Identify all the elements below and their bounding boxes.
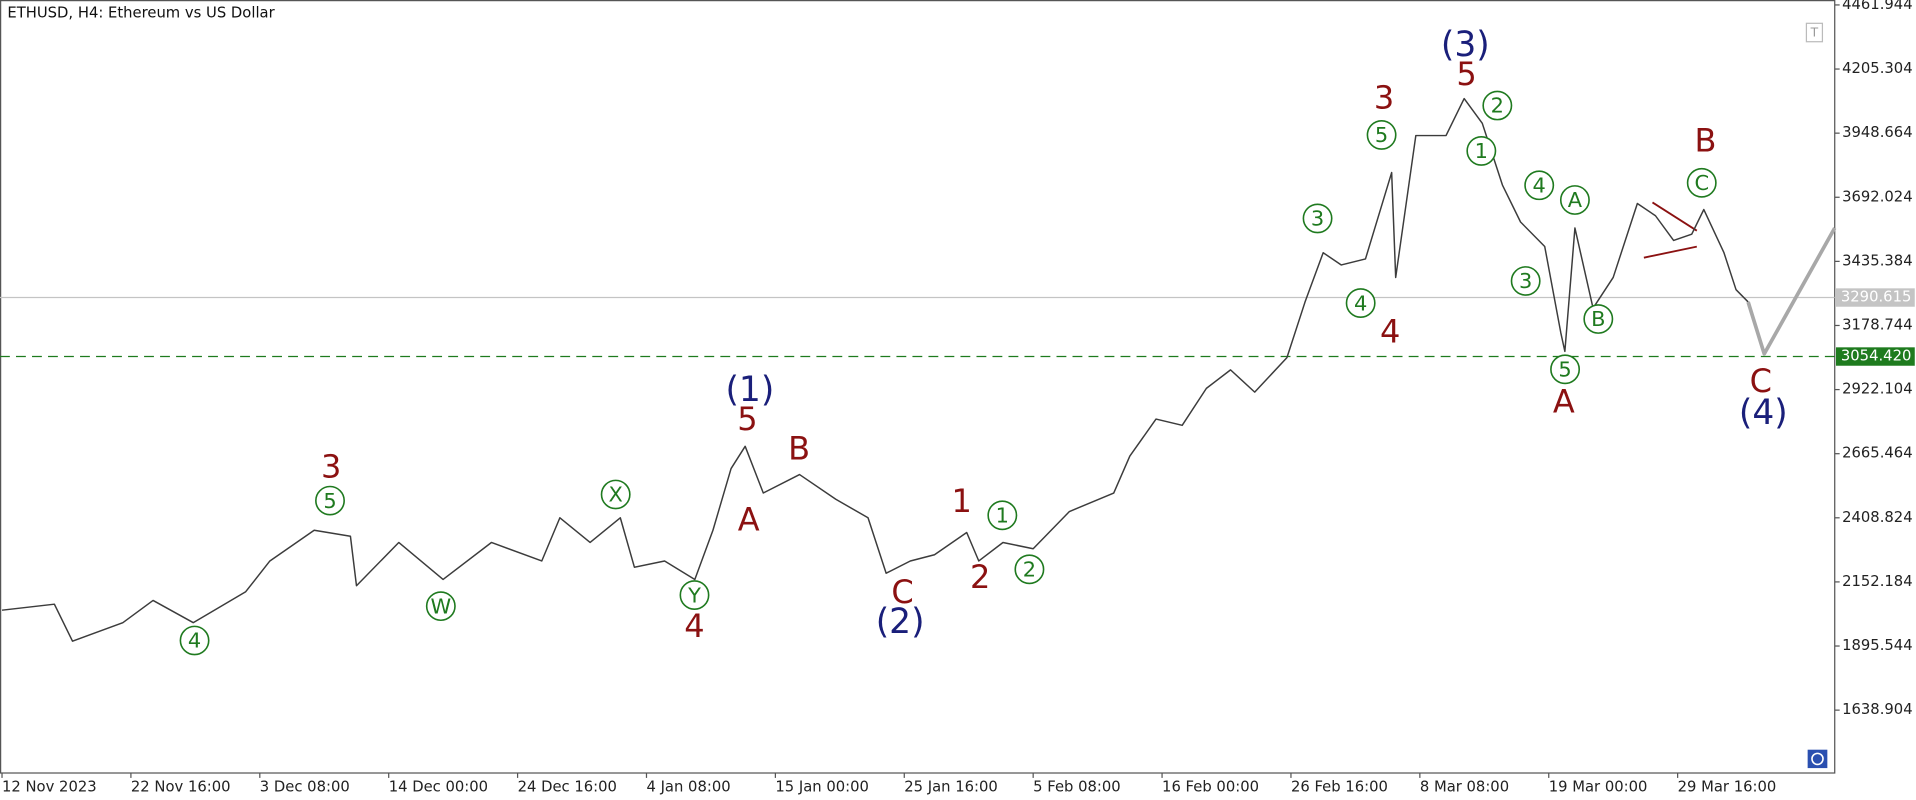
trade-icon-glyph: T xyxy=(1810,26,1819,40)
wave-label: (1) xyxy=(725,370,774,410)
wave-label: B xyxy=(1694,121,1716,159)
wave-circle xyxy=(1510,266,1541,296)
wave-circle xyxy=(1482,90,1513,121)
wave-circle xyxy=(1014,554,1045,585)
wave-label: 2 xyxy=(970,558,990,596)
price-line-series xyxy=(1,97,1749,642)
wave-label: W xyxy=(430,594,451,618)
x-tick-label: 29 Mar 16:00 xyxy=(1678,779,1777,796)
y-tick-label: 3948.664 xyxy=(1842,124,1913,141)
wave-label: 2 xyxy=(1491,94,1504,118)
wave-label: (3) xyxy=(1441,25,1490,65)
wave-circle xyxy=(600,479,631,510)
wave-label: (4) xyxy=(1739,393,1788,433)
wave-label: 4 xyxy=(1533,174,1546,198)
y-tick-label: 4461.944 xyxy=(1842,0,1913,13)
price-label: 3054.420 xyxy=(1841,348,1912,365)
chart-title: ETHUSD, H4: Ethereum vs US Dollar xyxy=(7,5,275,22)
wave-label: (2) xyxy=(876,602,925,642)
y-tick-label: 3435.384 xyxy=(1842,252,1913,269)
wave-circle xyxy=(1466,136,1497,166)
x-tick-label: 15 Jan 00:00 xyxy=(775,779,869,796)
wave-label: C xyxy=(891,573,913,611)
triangle-upper xyxy=(1651,201,1698,232)
wave-circle xyxy=(315,485,345,516)
wave-label: 2 xyxy=(1023,558,1036,582)
wave-label: 5 xyxy=(1375,123,1388,147)
price-label: 3290.615 xyxy=(1841,289,1912,306)
x-tick-label: 5 Feb 08:00 xyxy=(1033,779,1121,796)
wave-label: C xyxy=(1750,362,1772,400)
wave-label: C xyxy=(1694,171,1709,195)
x-tick-label: 25 Jan 16:00 xyxy=(904,779,998,796)
wave-label: A xyxy=(738,501,760,539)
wave-circle xyxy=(1559,185,1590,215)
wave-circle xyxy=(1524,170,1555,201)
wave-label: 4 xyxy=(684,607,704,645)
x-tick-label: 12 Nov 2023 xyxy=(2,779,97,796)
wave-circle xyxy=(1583,304,1614,334)
wave-label: 5 xyxy=(737,400,757,438)
x-tick-label: 4 Jan 08:00 xyxy=(646,779,730,796)
x-tick-label: 19 Mar 00:00 xyxy=(1549,779,1648,796)
wave-label: 5 xyxy=(1558,358,1571,382)
y-tick-label: 2665.464 xyxy=(1842,445,1913,462)
price-label-box xyxy=(1835,288,1915,307)
wave-circle xyxy=(425,591,456,622)
wave-label: X xyxy=(609,483,623,507)
price-label-box xyxy=(1835,347,1915,366)
corner-icon-glyph xyxy=(1811,752,1824,766)
y-tick-label: 3692.024 xyxy=(1842,188,1913,205)
wave-label: B xyxy=(1591,307,1605,331)
x-tick-label: 16 Feb 00:00 xyxy=(1162,779,1259,796)
corner-icon[interactable] xyxy=(1807,749,1828,769)
x-tick-label: 8 Mar 08:00 xyxy=(1420,779,1509,796)
wave-circle xyxy=(987,500,1018,531)
projection-line xyxy=(1746,227,1837,356)
y-tick-label: 3178.744 xyxy=(1842,316,1913,333)
wave-label: B xyxy=(788,429,810,467)
wave-label: 3 xyxy=(1374,78,1394,116)
wave-label: A xyxy=(1553,383,1575,421)
wave-label: 4 xyxy=(188,629,201,653)
wave-circle xyxy=(1345,288,1376,318)
wave-label: 4 xyxy=(1354,291,1367,315)
y-tick-label: 1638.904 xyxy=(1842,701,1913,718)
wave-label: 1 xyxy=(1475,139,1488,163)
plot-frame xyxy=(0,0,1836,774)
trade-icon[interactable] xyxy=(1805,22,1824,43)
wave-label: 5 xyxy=(323,489,336,513)
x-tick-label: 14 Dec 00:00 xyxy=(389,779,488,796)
wave-label: A xyxy=(1568,188,1583,212)
wave-circle xyxy=(1550,354,1581,385)
wave-label: 4 xyxy=(1380,313,1400,351)
y-tick-label: 1895.544 xyxy=(1842,637,1913,654)
x-tick-label: 26 Feb 16:00 xyxy=(1291,779,1388,796)
wave-label: 3 xyxy=(321,448,341,486)
wave-circle xyxy=(1686,167,1717,198)
x-tick-label: 24 Dec 16:00 xyxy=(518,779,617,796)
wave-circle xyxy=(1302,203,1333,234)
x-tick-label: 3 Dec 08:00 xyxy=(260,779,350,796)
wave-circle xyxy=(679,580,710,610)
y-tick-label: 2152.184 xyxy=(1842,573,1913,590)
wave-label: 3 xyxy=(1519,269,1532,293)
wave-label: 1 xyxy=(952,482,972,520)
wave-label: 1 xyxy=(996,504,1009,528)
triangle-lower xyxy=(1643,245,1698,259)
wave-label: Y xyxy=(687,583,701,607)
wave-label: 3 xyxy=(1311,207,1324,231)
wave-label: 5 xyxy=(1456,55,1476,93)
wave-circle xyxy=(1366,120,1397,150)
y-tick-label: 4205.304 xyxy=(1842,60,1913,77)
y-tick-label: 2922.104 xyxy=(1842,381,1913,398)
x-tick-label: 22 Nov 16:00 xyxy=(131,779,231,796)
y-tick-label: 2408.824 xyxy=(1842,509,1913,526)
wave-circle xyxy=(179,625,210,656)
